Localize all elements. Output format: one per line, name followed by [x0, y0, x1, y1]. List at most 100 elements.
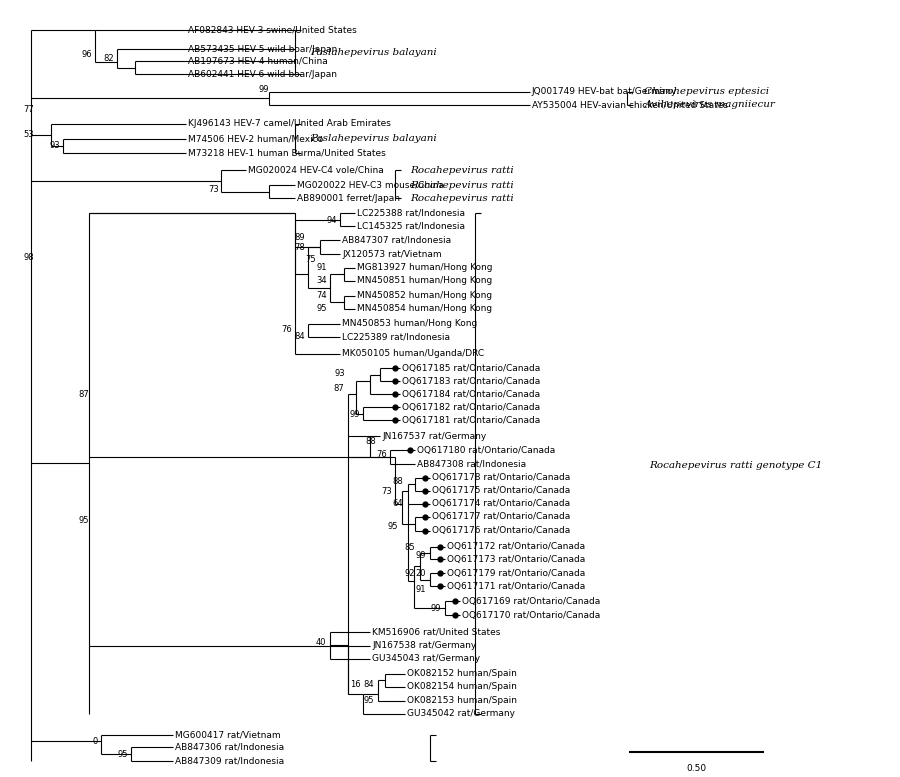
- Text: 99: 99: [350, 409, 360, 419]
- Text: 95: 95: [388, 522, 398, 531]
- Text: Rocahepevirus ratti: Rocahepevirus ratti: [410, 181, 514, 190]
- Text: LC145325 rat/Indonesia: LC145325 rat/Indonesia: [357, 221, 465, 231]
- Text: 95: 95: [317, 305, 328, 313]
- Text: MN450853 human/Hong Kong: MN450853 human/Hong Kong: [342, 319, 478, 328]
- Text: 95: 95: [78, 516, 89, 525]
- Text: 85: 85: [404, 543, 415, 552]
- Text: JN167537 rat/Germany: JN167537 rat/Germany: [382, 431, 487, 441]
- Text: AB847309 rat/Indonesia: AB847309 rat/Indonesia: [175, 757, 284, 766]
- Text: 92: 92: [405, 569, 415, 578]
- Text: LC225388 rat/Indonesia: LC225388 rat/Indonesia: [357, 209, 465, 218]
- Text: MG813927 human/Hong Kong: MG813927 human/Hong Kong: [357, 263, 493, 273]
- Text: OQ617171 rat/Ontario/Canada: OQ617171 rat/Ontario/Canada: [447, 582, 585, 591]
- Text: OQ617174 rat/Ontario/Canada: OQ617174 rat/Ontario/Canada: [432, 500, 571, 508]
- Text: 95: 95: [118, 750, 128, 759]
- Text: MN450852 human/Hong Kong: MN450852 human/Hong Kong: [357, 291, 492, 301]
- Text: AB602441 HEV-6 wild boar/Japan: AB602441 HEV-6 wild boar/Japan: [188, 69, 337, 78]
- Text: 16: 16: [350, 681, 360, 689]
- Text: 76: 76: [376, 450, 387, 458]
- Text: OQ617181 rat/Ontario/Canada: OQ617181 rat/Ontario/Canada: [402, 416, 540, 425]
- Text: 20: 20: [416, 569, 426, 578]
- Text: AB197673 HEV-4 human/China: AB197673 HEV-4 human/China: [188, 57, 328, 65]
- Text: 89: 89: [295, 232, 305, 242]
- Text: Avihepevirus magniiecur: Avihepevirus magniiecur: [644, 100, 775, 110]
- Text: OQ617169 rat/Ontario/Canada: OQ617169 rat/Ontario/Canada: [462, 597, 600, 606]
- Text: AB847307 rat/Indonesia: AB847307 rat/Indonesia: [342, 235, 452, 245]
- Text: 82: 82: [104, 54, 114, 63]
- Text: OQ617172 rat/Ontario/Canada: OQ617172 rat/Ontario/Canada: [447, 542, 585, 551]
- Text: OK082153 human/Spain: OK082153 human/Spain: [407, 696, 518, 706]
- Text: 99: 99: [416, 551, 426, 560]
- Text: 77: 77: [23, 106, 34, 114]
- Text: OQ617179 rat/Ontario/Canada: OQ617179 rat/Ontario/Canada: [447, 569, 585, 578]
- Text: Rocahepevirus ratti: Rocahepevirus ratti: [410, 166, 514, 175]
- Text: OQ617182 rat/Ontario/Canada: OQ617182 rat/Ontario/Canada: [402, 402, 540, 412]
- Text: MK050105 human/Uganda/DRC: MK050105 human/Uganda/DRC: [342, 349, 484, 358]
- Text: 99: 99: [430, 604, 441, 613]
- Text: GU345043 rat/Germany: GU345043 rat/Germany: [373, 654, 481, 664]
- Text: KM516906 rat/United States: KM516906 rat/United States: [373, 628, 500, 636]
- Text: GU345042 rat/Germany: GU345042 rat/Germany: [407, 709, 515, 718]
- Text: 40: 40: [316, 637, 327, 646]
- Text: AB573435 HEV-5 wild boar/Japan: AB573435 HEV-5 wild boar/Japan: [188, 44, 338, 54]
- Text: 87: 87: [334, 384, 345, 393]
- Text: 96: 96: [82, 50, 92, 58]
- Text: 91: 91: [317, 263, 328, 273]
- Text: AB847306 rat/Indonesia: AB847306 rat/Indonesia: [175, 743, 284, 752]
- Text: 84: 84: [295, 332, 305, 341]
- Text: AF082843 HEV-3 swine/United States: AF082843 HEV-3 swine/United States: [188, 26, 356, 35]
- Text: 76: 76: [282, 325, 292, 334]
- Text: AB847308 rat/Indonesia: AB847308 rat/Indonesia: [417, 459, 526, 469]
- Text: OK082154 human/Spain: OK082154 human/Spain: [407, 682, 517, 692]
- Text: OQ617184 rat/Ontario/Canada: OQ617184 rat/Ontario/Canada: [402, 390, 540, 399]
- Text: OQ617180 rat/Ontario/Canada: OQ617180 rat/Ontario/Canada: [417, 445, 555, 455]
- Text: MN450854 human/Hong Kong: MN450854 human/Hong Kong: [357, 305, 492, 313]
- Text: OK082152 human/Spain: OK082152 human/Spain: [407, 669, 517, 678]
- Text: MG600417 rat/Vietnam: MG600417 rat/Vietnam: [175, 730, 281, 739]
- Text: OQ617173 rat/Ontario/Canada: OQ617173 rat/Ontario/Canada: [447, 555, 585, 564]
- Text: MG020024 HEV-C4 vole/China: MG020024 HEV-C4 vole/China: [248, 166, 383, 175]
- Text: MG020022 HEV-C3 mouse/China: MG020022 HEV-C3 mouse/China: [298, 181, 445, 190]
- Text: 98: 98: [23, 253, 34, 262]
- Text: OQ617183 rat/Ontario/Canada: OQ617183 rat/Ontario/Canada: [402, 377, 540, 386]
- Text: 74: 74: [317, 291, 328, 301]
- Text: 93: 93: [335, 369, 346, 378]
- Text: AY535004 HEV-avian chicken/United States: AY535004 HEV-avian chicken/United States: [532, 100, 728, 110]
- Text: M74506 HEV-2 human/Mexico: M74506 HEV-2 human/Mexico: [188, 134, 323, 143]
- Text: Rocahepevirus ratti: Rocahepevirus ratti: [410, 193, 514, 203]
- Text: OQ617177 rat/Ontario/Canada: OQ617177 rat/Ontario/Canada: [432, 512, 571, 521]
- Text: LC225389 rat/Indonesia: LC225389 rat/Indonesia: [342, 332, 450, 341]
- Text: 78: 78: [294, 242, 305, 252]
- Text: OQ617176 rat/Ontario/Canada: OQ617176 rat/Ontario/Canada: [432, 526, 571, 535]
- Text: JX120573 rat/Vietnam: JX120573 rat/Vietnam: [342, 249, 442, 259]
- Text: 87: 87: [78, 390, 89, 399]
- Text: Paslahepevirus balayani: Paslahepevirus balayani: [310, 134, 437, 143]
- Text: MN450851 human/Hong Kong: MN450851 human/Hong Kong: [357, 277, 492, 285]
- Text: Chirohepevirus eptesici: Chirohepevirus eptesici: [644, 87, 770, 96]
- Text: OQ617170 rat/Ontario/Canada: OQ617170 rat/Ontario/Canada: [462, 611, 600, 619]
- Text: 94: 94: [327, 216, 338, 225]
- Text: 91: 91: [416, 585, 426, 594]
- Text: JN167538 rat/Germany: JN167538 rat/Germany: [373, 642, 476, 650]
- Text: 0.50: 0.50: [687, 765, 707, 773]
- Text: OQ617185 rat/Ontario/Canada: OQ617185 rat/Ontario/Canada: [402, 364, 540, 373]
- Text: 93: 93: [50, 141, 60, 150]
- Text: OQ617178 rat/Ontario/Canada: OQ617178 rat/Ontario/Canada: [432, 473, 571, 483]
- Text: 88: 88: [365, 437, 376, 445]
- Text: OQ617175 rat/Ontario/Canada: OQ617175 rat/Ontario/Canada: [432, 486, 571, 495]
- Text: 73: 73: [208, 185, 219, 194]
- Text: JQ001749 HEV-bat bat/Germany: JQ001749 HEV-bat bat/Germany: [532, 87, 677, 96]
- Text: KJ496143 HEV-7 camel/United Arab Emirates: KJ496143 HEV-7 camel/United Arab Emirate…: [188, 119, 391, 128]
- Text: 75: 75: [306, 255, 317, 263]
- Text: 73: 73: [382, 487, 392, 497]
- Text: Paslahepevirus balayani: Paslahepevirus balayani: [310, 47, 437, 57]
- Text: 64: 64: [392, 500, 403, 508]
- Text: 95: 95: [364, 696, 374, 706]
- Text: AB890001 ferret/Japan: AB890001 ferret/Japan: [298, 193, 400, 203]
- Text: 34: 34: [317, 277, 328, 285]
- Text: 99: 99: [258, 85, 268, 95]
- Text: Rocahepevirus ratti genotype C1: Rocahepevirus ratti genotype C1: [650, 462, 823, 470]
- Text: 88: 88: [392, 477, 403, 486]
- Text: 53: 53: [23, 131, 34, 139]
- Text: M73218 HEV-1 human Burma/United States: M73218 HEV-1 human Burma/United States: [188, 148, 385, 157]
